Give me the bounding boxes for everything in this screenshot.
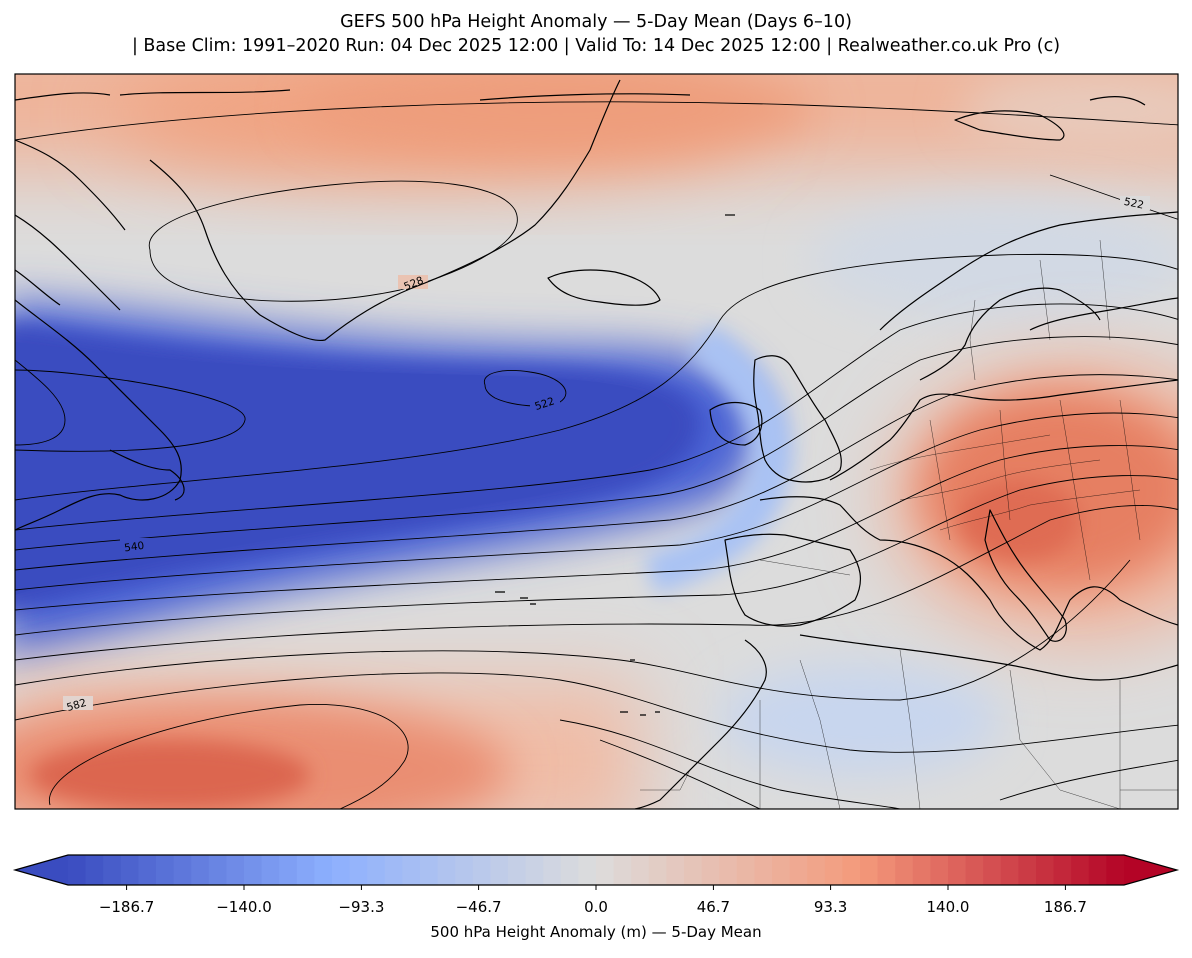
- contour-labels: 522 528 522 540 582: [63, 196, 1150, 714]
- colorbar-bin: [85, 855, 104, 885]
- ireland-coast: [709, 401, 763, 446]
- colorbar-bin: [226, 855, 245, 885]
- colorbar-bin: [684, 855, 703, 885]
- colorbar-bin: [314, 855, 333, 885]
- colorbar-bin: [156, 855, 175, 885]
- colorbar-bin: [103, 855, 122, 885]
- colorbar-bin: [613, 855, 632, 885]
- colorbar-bin: [1036, 855, 1055, 885]
- colorbar-bin: [244, 855, 263, 885]
- contour-label: 522: [1123, 196, 1145, 212]
- colorbar-bin: [120, 855, 139, 885]
- colorbar-outline: [12, 854, 1180, 886]
- colorbar-bin: [842, 855, 861, 885]
- colorbar-bin: [1000, 855, 1019, 885]
- colorbar-bin: [1018, 855, 1037, 885]
- colorbar-label: 500 hPa Height Anomaly (m) — 5-Day Mean: [430, 923, 762, 941]
- colorbar-bin: [578, 855, 597, 885]
- contour-label: 582: [65, 697, 88, 714]
- colorbar-bin: [208, 855, 227, 885]
- colorbar-bin: [912, 855, 931, 885]
- colorbar-bin: [1088, 855, 1107, 885]
- colorbar-extend-low: [15, 855, 68, 885]
- chart-title: GEFS 500 hPa Height Anomaly — 5-Day Mean…: [340, 12, 852, 32]
- greenland-coast: [15, 79, 691, 342]
- colorbar-bin: [1071, 855, 1090, 885]
- colorbar-bin: [701, 855, 720, 885]
- colorbar-bin: [455, 855, 474, 885]
- labrador-coast: [15, 299, 182, 531]
- colorbar-bin: [349, 855, 368, 885]
- colorbar-bin: [384, 855, 403, 885]
- colorbar-bin: [560, 855, 579, 885]
- colorbar-bin: [525, 855, 544, 885]
- uk-coast: [753, 355, 842, 483]
- colorbar-extend-high: [1124, 855, 1177, 885]
- colorbar-bin: [807, 855, 826, 885]
- colorbar-bin: [895, 855, 914, 885]
- chart-subtitle: | Base Clim: 1991–2020 Run: 04 Dec 2025 …: [131, 36, 1061, 56]
- colorbar-bin: [824, 855, 843, 885]
- colorbar-tick-label: 186.7: [1043, 898, 1087, 916]
- colorbar-bin: [789, 855, 808, 885]
- colorbar-bin: [261, 855, 280, 885]
- colorbar-ticks: [126, 885, 1066, 890]
- europe-coast: [829, 379, 1178, 481]
- colorbar-bin: [666, 855, 685, 885]
- colorbar-bin: [1053, 855, 1072, 885]
- colorbar-bin: [191, 855, 210, 885]
- colorbar-bin: [648, 855, 667, 885]
- colorbar-bin: [736, 855, 755, 885]
- colorbar-tick-label: 93.3: [813, 898, 848, 916]
- colorbar-bin: [1106, 855, 1125, 885]
- colorbar-bin: [332, 855, 351, 885]
- italy-coast: [984, 509, 1067, 642]
- colorbar-bin: [296, 855, 315, 885]
- colorbar-bin: [138, 855, 157, 885]
- colorbar-bin: [754, 855, 773, 885]
- iberia-coast: [724, 533, 862, 627]
- colorbar-bin: [860, 855, 879, 885]
- colorbar-bin: [965, 855, 984, 885]
- anomaly-field: 522 528 522 540 582: [15, 74, 1178, 809]
- colorbar-bin: [948, 855, 967, 885]
- colorbar-bin: [877, 855, 896, 885]
- colorbar-bins: [68, 855, 1125, 885]
- colorbar-tick-label: −46.7: [455, 898, 502, 916]
- colorbar-bin: [543, 855, 562, 885]
- africa-coast: [799, 634, 1178, 681]
- colorbar-bin: [68, 855, 87, 885]
- colorbar-bin: [719, 855, 738, 885]
- colorbar-bin: [367, 855, 386, 885]
- contour-label: 522: [533, 395, 556, 413]
- colorbar-bin: [930, 855, 949, 885]
- coastlines: [15, 79, 1178, 809]
- colorbar-bin: [437, 855, 456, 885]
- colorbar-bin: [402, 855, 421, 885]
- colorbar-bin: [279, 855, 298, 885]
- colorbar-tick-label: 140.0: [926, 898, 970, 916]
- colorbar-tick-label: 0.0: [584, 898, 608, 916]
- colorbar-tick-label: 46.7: [696, 898, 731, 916]
- colorbar-tick-label: −140.0: [216, 898, 272, 916]
- colorbar-tick-label: −93.3: [338, 898, 385, 916]
- colorbar-bin: [772, 855, 791, 885]
- scandinavia-coast: [879, 211, 1178, 331]
- colorbar-bin: [472, 855, 491, 885]
- colorbar-bin: [173, 855, 192, 885]
- colorbar-tick-label: −186.7: [98, 898, 155, 916]
- iceland-coast: [547, 269, 661, 306]
- colorbar-bin: [508, 855, 527, 885]
- map-frame: [14, 73, 1179, 810]
- colorbar-bin: [631, 855, 650, 885]
- country-borders: [640, 239, 1178, 809]
- height-contours: [15, 101, 1178, 809]
- colorbar-bin: [420, 855, 439, 885]
- colorbar-bin: [983, 855, 1002, 885]
- colorbar-bin: [490, 855, 509, 885]
- contour-label: 540: [124, 540, 146, 555]
- colorbar-bin: [596, 855, 615, 885]
